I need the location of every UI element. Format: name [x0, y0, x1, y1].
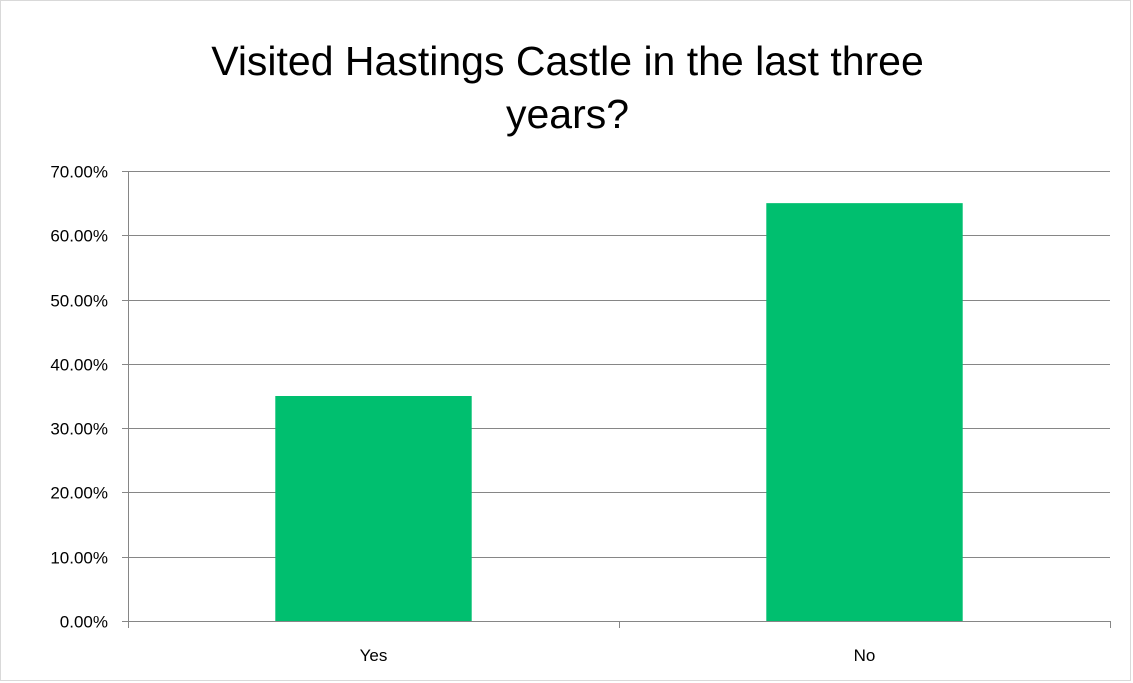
y-tick-labels: 0.00% 10.00% 20.00% 30.00% 40.00% 50.00% 60.00… — [50, 163, 108, 632]
y-tick-label: 20.00% — [50, 484, 108, 503]
y-tick-label: 60.00% — [50, 227, 108, 246]
x-tick-labels: Yes No — [360, 646, 876, 665]
chart-title: Visited Hastings Castle in the last thre… — [1, 35, 1133, 141]
y-tick-label: 70.00% — [50, 163, 108, 182]
bars — [275, 203, 963, 621]
y-tick-label: 30.00% — [50, 420, 108, 439]
chart-title-line-1: Visited Hastings Castle in the last thre… — [211, 38, 924, 84]
y-tick-label: 40.00% — [50, 356, 108, 375]
x-tick-label: No — [854, 646, 876, 665]
bar-no — [766, 203, 963, 621]
x-tick-label: Yes — [360, 646, 388, 665]
y-tick-label: 10.00% — [50, 549, 108, 568]
axes — [122, 171, 1111, 628]
bar-yes — [275, 396, 472, 621]
chart-title-line-2: years? — [505, 91, 630, 137]
y-tick-label: 50.00% — [50, 292, 108, 311]
y-tick-label: 0.00% — [60, 613, 108, 632]
